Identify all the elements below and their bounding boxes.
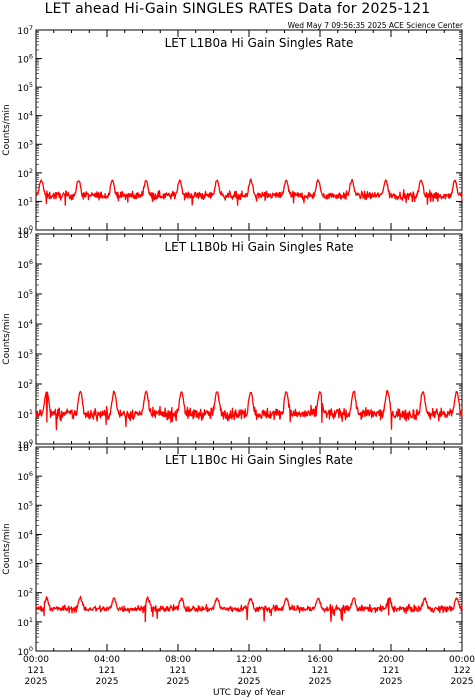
y-tick-label: 107 [17,228,33,241]
y-tick-label: 104 [17,110,33,123]
page-title: LET ahead Hi-Gain SINGLES RATES Data for… [44,1,431,17]
plot-frame [35,29,463,231]
x-tick-label-time: 04:00 [94,655,120,665]
y-axis-label: Counts/min [2,104,12,155]
x-tick-label-day: 122 [453,666,470,676]
y-tick-label: 102 [17,167,33,180]
x-tick-label-year: 2025 [167,677,190,687]
y-tick-label: 100 [17,224,33,237]
y-tick-label: 103 [17,138,33,151]
panel-title: LET L1B0b Hi Gain Singles Rate [164,240,353,254]
x-tick-label-day: 121 [382,666,399,676]
x-axis-label: UTC Day of Year [213,688,285,698]
series-line [35,595,463,623]
x-tick-label-day: 121 [240,666,257,676]
x-tick-label-year: 2025 [25,677,48,687]
x-tick-label-time: 12:00 [236,655,262,665]
y-tick-label: 100 [17,645,33,658]
y-tick-label: 100 [17,438,33,451]
x-tick-label-year: 2025 [451,677,474,687]
series-line [35,390,463,431]
y-tick-label: 102 [17,378,33,391]
y-tick-label: 105 [17,81,33,94]
y-tick-label: 106 [17,258,33,271]
x-tick-label-day: 121 [311,666,328,676]
x-tick-label-time: 08:00 [165,655,191,665]
y-tick-label: 103 [17,558,33,571]
y-tick-label: 103 [17,348,33,361]
y-tick-label: 102 [17,587,33,600]
y-axis-label: Counts/min [2,523,12,574]
y-axis-label: Counts/min [2,313,12,364]
x-tick-label-year: 2025 [380,677,403,687]
panel-title: LET L1B0c Hi Gain Singles Rate [165,453,353,467]
y-tick-label: 107 [17,24,33,37]
x-tick-label-time: 00:00 [449,655,475,665]
x-tick-label-day: 121 [27,666,44,676]
y-tick-label: 101 [17,616,33,629]
y-tick-label: 101 [17,195,33,208]
plot-frame [35,446,463,652]
x-tick-label-time: 16:00 [307,655,333,665]
x-tick-label-time: 20:00 [378,655,404,665]
y-tick-label: 106 [17,470,33,483]
x-tick-label-year: 2025 [238,677,261,687]
y-tick-label: 107 [17,441,33,454]
x-tick-label-day: 121 [98,666,115,676]
generation-timestamp: Wed May 7 09:56:35 2025 ACE Science Cent… [287,21,463,30]
x-tick-label-day: 121 [169,666,186,676]
y-tick-label: 101 [17,408,33,421]
x-tick-label-year: 2025 [96,677,119,687]
y-tick-label: 105 [17,288,33,301]
y-tick-label: 104 [17,318,33,331]
series-line [35,178,463,206]
panel-title: LET L1B0a Hi Gain Singles Rate [165,36,354,50]
x-tick-label-year: 2025 [309,677,332,687]
y-tick-label: 106 [17,53,33,66]
y-tick-label: 104 [17,528,33,541]
y-tick-label: 105 [17,499,33,512]
x-tick-label-time: 00:00 [23,655,49,665]
